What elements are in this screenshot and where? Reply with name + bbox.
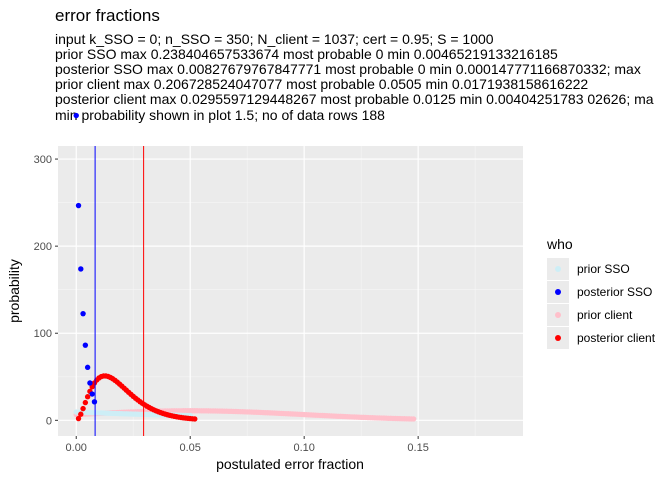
subtitle-line: posterior client max 0.0295597129448267 … bbox=[55, 91, 654, 107]
legend: who prior SSO posterior SSO prior client po… bbox=[546, 236, 656, 349]
data-point bbox=[73, 112, 79, 119]
x-tick-label: 0.15 bbox=[407, 442, 428, 454]
data-point bbox=[87, 380, 93, 386]
x-tick-label: 0.10 bbox=[293, 442, 314, 454]
subtitle-line: prior SSO max 0.238404657533674 most pro… bbox=[55, 46, 558, 62]
data-point bbox=[410, 416, 417, 422]
series-posterior-client bbox=[75, 373, 198, 422]
data-point bbox=[75, 202, 82, 209]
plot-panel bbox=[58, 146, 523, 436]
subtitle-line: min probability shown in plot 1.5; no of… bbox=[55, 107, 385, 123]
legend-label: prior SSO bbox=[577, 262, 630, 276]
y-tick-label: 100 bbox=[34, 328, 52, 340]
subtitle-line: posterior SSO max 0.00827679767847771 mo… bbox=[55, 61, 641, 77]
x-axis-title: postulated error fraction bbox=[216, 456, 364, 472]
x-tick-label: 0.00 bbox=[66, 442, 87, 454]
y-axis-title: probability bbox=[6, 259, 22, 323]
legend-swatch bbox=[555, 289, 561, 295]
subtitle-line: prior client max 0.206728524047077 most … bbox=[55, 76, 588, 92]
y-tick-label: 0 bbox=[46, 415, 52, 427]
legend-label: prior client bbox=[577, 308, 633, 322]
data-point bbox=[75, 415, 82, 422]
legend-label: posterior client bbox=[577, 331, 656, 345]
data-point bbox=[80, 310, 86, 317]
chart-title: error fractions bbox=[55, 6, 160, 25]
y-tick-label: 200 bbox=[34, 241, 52, 253]
series-posterior-SSO bbox=[73, 112, 98, 405]
subtitle-line: input k_SSO = 0; n_SSO = 350; N_client =… bbox=[55, 31, 494, 47]
chart-subtitle: input k_SSO = 0; n_SSO = 350; N_client =… bbox=[55, 31, 654, 123]
data-point bbox=[78, 411, 84, 417]
legend-title: who bbox=[546, 236, 573, 252]
data-point bbox=[82, 342, 89, 348]
legend-swatch bbox=[555, 335, 561, 341]
legend-swatch bbox=[555, 266, 561, 272]
reference-lines bbox=[94, 146, 145, 436]
data-point bbox=[82, 399, 89, 406]
data-point bbox=[84, 394, 91, 400]
data-points bbox=[73, 112, 417, 422]
data-point bbox=[80, 405, 86, 412]
data-point bbox=[78, 266, 84, 272]
x-tick-label: 0.05 bbox=[179, 442, 200, 454]
legend-label: posterior SSO bbox=[577, 285, 652, 299]
data-point bbox=[91, 399, 98, 405]
y-axis-ticks: 0 100 200 300 bbox=[34, 154, 58, 427]
data-point bbox=[192, 416, 198, 422]
grid-lines bbox=[58, 146, 523, 436]
y-tick-label: 300 bbox=[34, 154, 52, 166]
data-point bbox=[89, 391, 95, 397]
data-point bbox=[84, 364, 91, 371]
legend-swatch bbox=[555, 312, 561, 318]
x-axis-ticks: 0.00 0.05 0.10 0.15 bbox=[66, 436, 429, 454]
